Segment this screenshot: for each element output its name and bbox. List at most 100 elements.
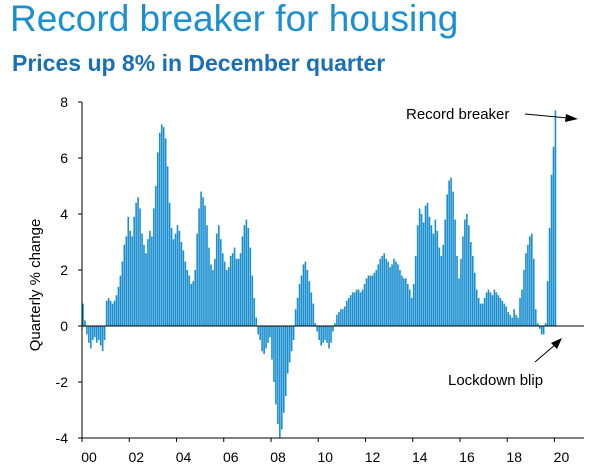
bar [471,256,474,326]
bar [119,275,122,326]
bar [501,300,504,326]
bar [121,261,124,326]
bar [300,275,303,326]
bar [511,317,513,326]
bar [281,326,283,430]
bar [538,326,541,329]
bar [235,258,238,326]
bar [135,202,137,326]
bar [458,278,460,326]
bar [219,239,222,326]
bar [206,225,208,326]
y-tick-label: 6 [60,150,68,166]
bar [92,326,94,340]
bar [190,284,193,326]
bar [407,284,409,326]
bar [448,180,450,326]
y-tick-label: 8 [60,94,68,110]
bar [82,303,84,326]
bar [296,298,299,326]
bar [387,261,389,326]
bar [517,317,519,326]
bar [338,312,340,326]
bar [273,326,275,382]
bar [377,264,380,326]
bar [288,326,291,363]
bar [470,242,472,326]
bar [212,270,214,326]
bar [340,309,342,326]
bar [117,286,120,326]
bar [519,298,521,326]
bar [225,270,228,326]
bar [306,270,309,326]
bar [141,233,143,326]
bar [422,222,425,326]
bar [353,292,356,326]
bar [253,298,256,326]
bar [426,202,429,326]
bar [324,326,326,340]
bar [383,253,385,326]
bar [103,326,106,340]
bar [90,326,92,349]
bar [271,326,273,360]
bar [194,270,196,326]
bar [375,270,378,326]
bar [107,298,110,326]
bar [477,298,480,326]
bar [286,326,289,374]
bar [153,208,155,326]
bar [460,258,462,326]
bar [479,303,482,326]
bar [456,256,458,326]
bar [395,261,397,326]
bar [450,177,452,326]
bar [168,202,171,326]
bar [269,326,271,338]
bar [125,236,128,326]
bar [412,284,415,326]
bar [320,326,322,346]
bar [452,191,454,326]
bar [312,303,315,326]
bar [493,289,496,326]
bar [172,239,175,326]
bar [525,253,527,326]
bar [184,261,187,326]
bar [123,244,126,326]
bar [239,253,242,326]
bar [403,278,405,326]
bar [334,323,336,326]
bar [129,230,132,326]
bar [546,281,549,326]
bar [162,127,165,326]
bar [188,275,191,326]
bar [111,303,114,326]
bar [499,298,502,326]
bar [420,214,423,326]
bar [531,233,533,326]
bar [149,230,151,326]
bar [86,326,88,335]
bar [505,306,508,326]
bar [391,264,393,326]
bar [466,214,468,326]
bar [475,289,478,326]
bar [279,326,281,438]
bar [158,132,161,326]
bar [170,228,173,326]
bar [314,323,317,326]
bar [365,278,368,326]
bar [166,166,169,326]
bar [436,230,439,326]
chart-subtitle: Prices up 8% in December quarter [12,50,386,76]
bar [290,326,293,352]
x-tick-label: 16 [459,449,475,465]
bar [536,323,539,326]
lockdown-blip-annotation: Lockdown blip [448,372,543,389]
bar [495,292,498,326]
bar [251,275,254,326]
bar [200,191,202,326]
